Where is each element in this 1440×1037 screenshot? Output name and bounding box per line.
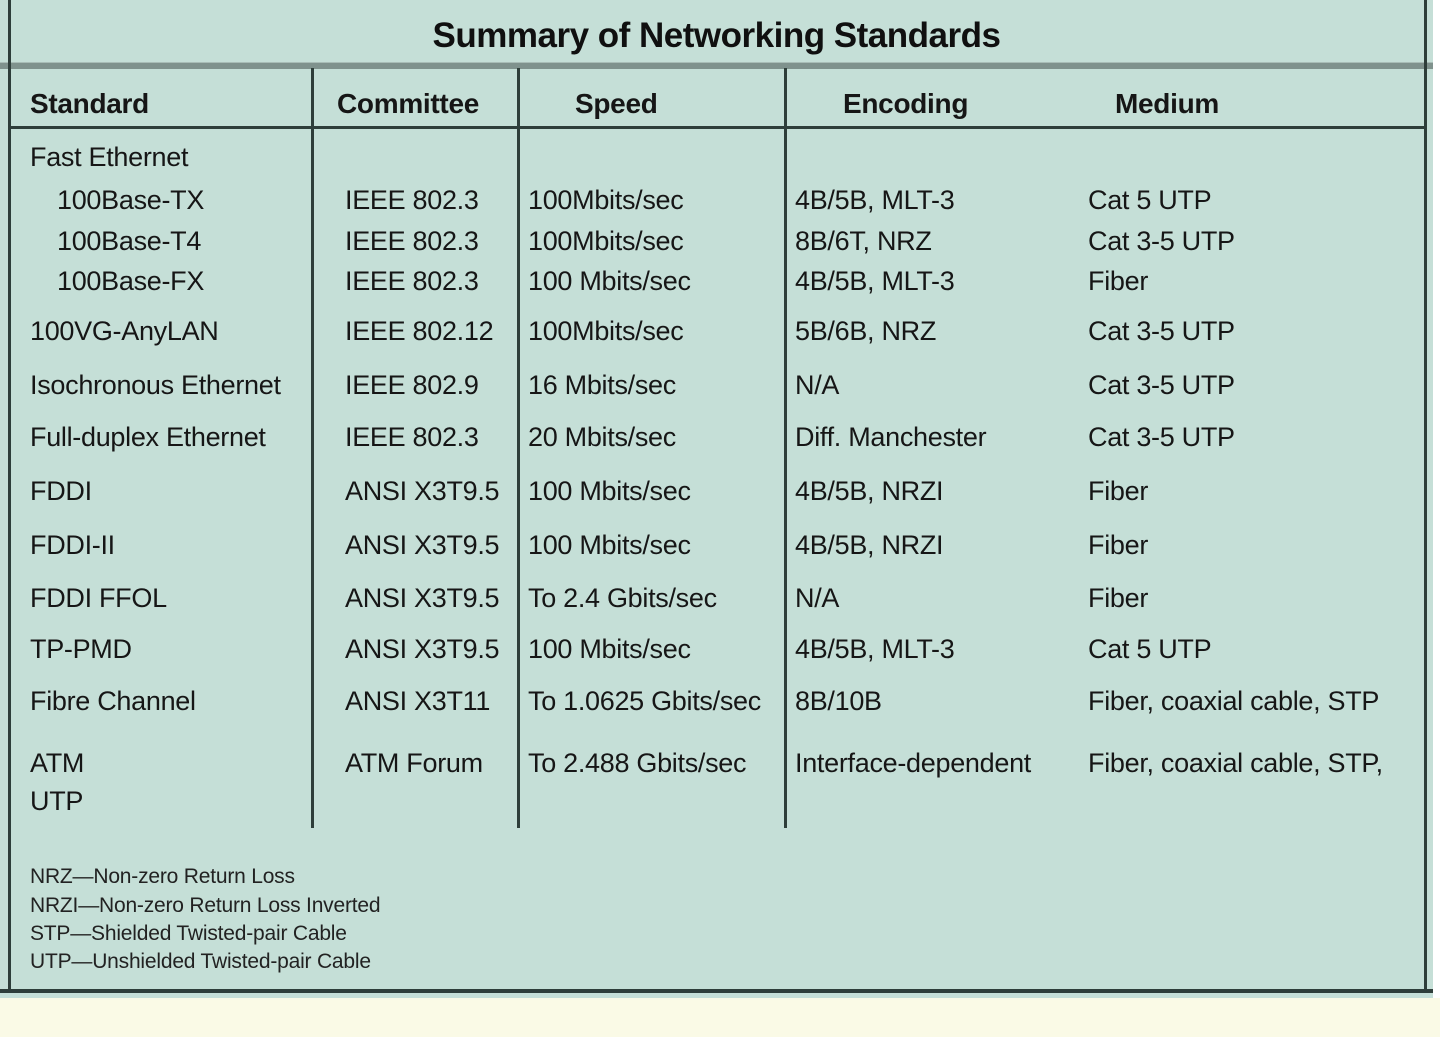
cell-encoding: 4B/5B, MLT-3 (795, 634, 955, 664)
table-row-full-duplex-ethernet: Full-duplex Ethernet IEEE 802.3 20 Mbits… (0, 420, 1433, 454)
bottom-strip (0, 998, 1440, 1037)
column-divider (311, 68, 314, 828)
table-row-tp-pmd: TP-PMD ANSI X3T9.5 100 Mbits/sec 4B/5B, … (0, 632, 1433, 666)
table-row-atm-continuation: UTP (0, 784, 1433, 818)
cell-encoding: Diff. Manchester (795, 422, 987, 452)
cell-speed: 100 Mbits/sec (528, 530, 691, 560)
cell-encoding: 4B/5B, MLT-3 (795, 266, 955, 296)
table-left-border (8, 0, 11, 993)
cell-committee: ANSI X3T9.5 (345, 583, 500, 613)
column-header-speed: Speed (575, 88, 658, 119)
table-row-fibre-channel: Fibre Channel ANSI X3T11 To 1.0625 Gbits… (0, 684, 1433, 718)
cell-medium: Fiber (1088, 530, 1149, 560)
column-header-committee: Committee (337, 88, 479, 119)
cell-standard: FDDI FFOL (30, 583, 167, 613)
cell-standard: Isochronous Ethernet (30, 370, 281, 400)
cell-committee: IEEE 802.12 (345, 316, 494, 346)
cell-speed: To 1.0625 Gbits/sec (528, 686, 761, 716)
cell-committee: ANSI X3T9.5 (345, 476, 500, 506)
cell-encoding: 4B/5B, NRZI (795, 476, 944, 506)
cell-medium: Fiber, coaxial cable, STP (1088, 686, 1380, 716)
networking-standards-table (0, 0, 1433, 998)
table-row-100base-t4: 100Base-T4 IEEE 802.3 100Mbits/sec 8B/6T… (0, 224, 1433, 258)
cell-encoding: 8B/10B (795, 686, 882, 716)
cell-committee: ANSI X3T11 (345, 686, 491, 716)
cell-encoding: N/A (795, 583, 840, 613)
cell-standard: TP-PMD (30, 634, 132, 664)
cell-medium: Fiber (1088, 583, 1149, 613)
cell-standard: Fibre Channel (30, 686, 196, 716)
cell-speed: To 2.488 Gbits/sec (528, 748, 747, 778)
cell-medium: Fiber (1088, 266, 1149, 296)
table-title: Summary of Networking Standards (432, 16, 1001, 55)
table-row-100base-tx: 100Base-TX IEEE 802.3 100Mbits/sec 4B/5B… (0, 183, 1433, 217)
cell-encoding: 4B/5B, NRZI (795, 530, 944, 560)
cell-committee: IEEE 802.3 (345, 226, 479, 256)
column-divider (517, 68, 520, 828)
cell-standard: 100VG-AnyLAN (30, 316, 219, 346)
cell-speed: 100 Mbits/sec (528, 266, 691, 296)
cell-committee: IEEE 802.9 (345, 370, 479, 400)
cell-committee: IEEE 802.3 (345, 422, 479, 452)
table-row-100base-fx: 100Base-FX IEEE 802.3 100 Mbits/sec 4B/5… (0, 264, 1433, 298)
table-row-100vg-anylan: 100VG-AnyLAN IEEE 802.12 100Mbits/sec 5B… (0, 314, 1433, 348)
cell-medium: Cat 3-5 UTP (1088, 226, 1235, 256)
cell-medium: Cat 3-5 UTP (1088, 316, 1235, 346)
cell-encoding: 5B/6B, NRZ (795, 316, 937, 346)
cell-speed: 20 Mbits/sec (528, 422, 676, 452)
cell-standard: 100Base-FX (57, 266, 205, 296)
footnote-nrzi: NRZI—Non-zero Return Loss Inverted (30, 894, 381, 917)
column-header-encoding: Encoding (843, 88, 969, 119)
cell-speed: 100Mbits/sec (528, 185, 684, 215)
cell-medium: Cat 3-5 UTP (1088, 370, 1235, 400)
footnote-utp: UTP—Unshielded Twisted-pair Cable (30, 950, 371, 973)
column-divider (784, 68, 787, 828)
cell-committee: IEEE 802.3 (345, 266, 479, 296)
cell-standard: Full-duplex Ethernet (30, 422, 266, 452)
table-row-isochronous-ethernet: Isochronous Ethernet IEEE 802.9 16 Mbits… (0, 368, 1433, 402)
cell-committee: ANSI X3T9.5 (345, 530, 500, 560)
cell-encoding: 8B/6T, NRZ (795, 226, 932, 256)
cell-committee: IEEE 802.3 (345, 185, 479, 215)
table-row-group-fast-ethernet: Fast Ethernet (0, 140, 1433, 174)
cell-encoding: Interface-dependent (795, 748, 1031, 778)
cell-medium: Fiber (1088, 476, 1149, 506)
cell-medium: Cat 3-5 UTP (1088, 422, 1235, 452)
footnote-nrz: NRZ—Non-zero Return Loss (30, 865, 295, 888)
cell-encoding: N/A (795, 370, 840, 400)
table-row-atm: ATM ATM Forum To 2.488 Gbits/sec Interfa… (0, 746, 1433, 780)
cell-committee: ATM Forum (345, 748, 483, 778)
table-row-fddi-ffol: FDDI FFOL ANSI X3T9.5 To 2.4 Gbits/sec N… (0, 581, 1433, 615)
cell-standard: FDDI (30, 476, 92, 506)
table-row-fddi-ii: FDDI-II ANSI X3T9.5 100 Mbits/sec 4B/5B,… (0, 528, 1433, 562)
cell-standard: FDDI-II (30, 530, 115, 560)
column-header-standard: Standard (30, 88, 149, 119)
title-divider (0, 62, 1433, 69)
cell-standard: UTP (30, 786, 84, 816)
column-header-medium: Medium (1115, 88, 1219, 119)
cell-standard: ATM (30, 748, 85, 778)
cell-speed: 100Mbits/sec (528, 226, 684, 256)
cell-encoding: 4B/5B, MLT-3 (795, 185, 955, 215)
cell-committee: ANSI X3T9.5 (345, 634, 500, 664)
cell-speed: To 2.4 Gbits/sec (528, 583, 717, 613)
cell-medium: Fiber, coaxial cable, STP, (1088, 748, 1383, 778)
table-bottom-border (0, 989, 1433, 993)
cell-speed: 100 Mbits/sec (528, 634, 691, 664)
cell-standard: 100Base-TX (57, 185, 205, 215)
cell-speed: 16 Mbits/sec (528, 370, 676, 400)
header-divider (8, 126, 1427, 129)
cell-standard: 100Base-T4 (57, 226, 202, 256)
table-right-border (1424, 0, 1427, 993)
table-row-fddi: FDDI ANSI X3T9.5 100 Mbits/sec 4B/5B, NR… (0, 474, 1433, 508)
cell-medium: Cat 5 UTP (1088, 185, 1212, 215)
cell-standard: Fast Ethernet (30, 142, 189, 172)
cell-medium: Cat 5 UTP (1088, 634, 1212, 664)
footnote-stp: STP—Shielded Twisted-pair Cable (30, 922, 347, 945)
cell-speed: 100 Mbits/sec (528, 476, 691, 506)
cell-speed: 100Mbits/sec (528, 316, 684, 346)
